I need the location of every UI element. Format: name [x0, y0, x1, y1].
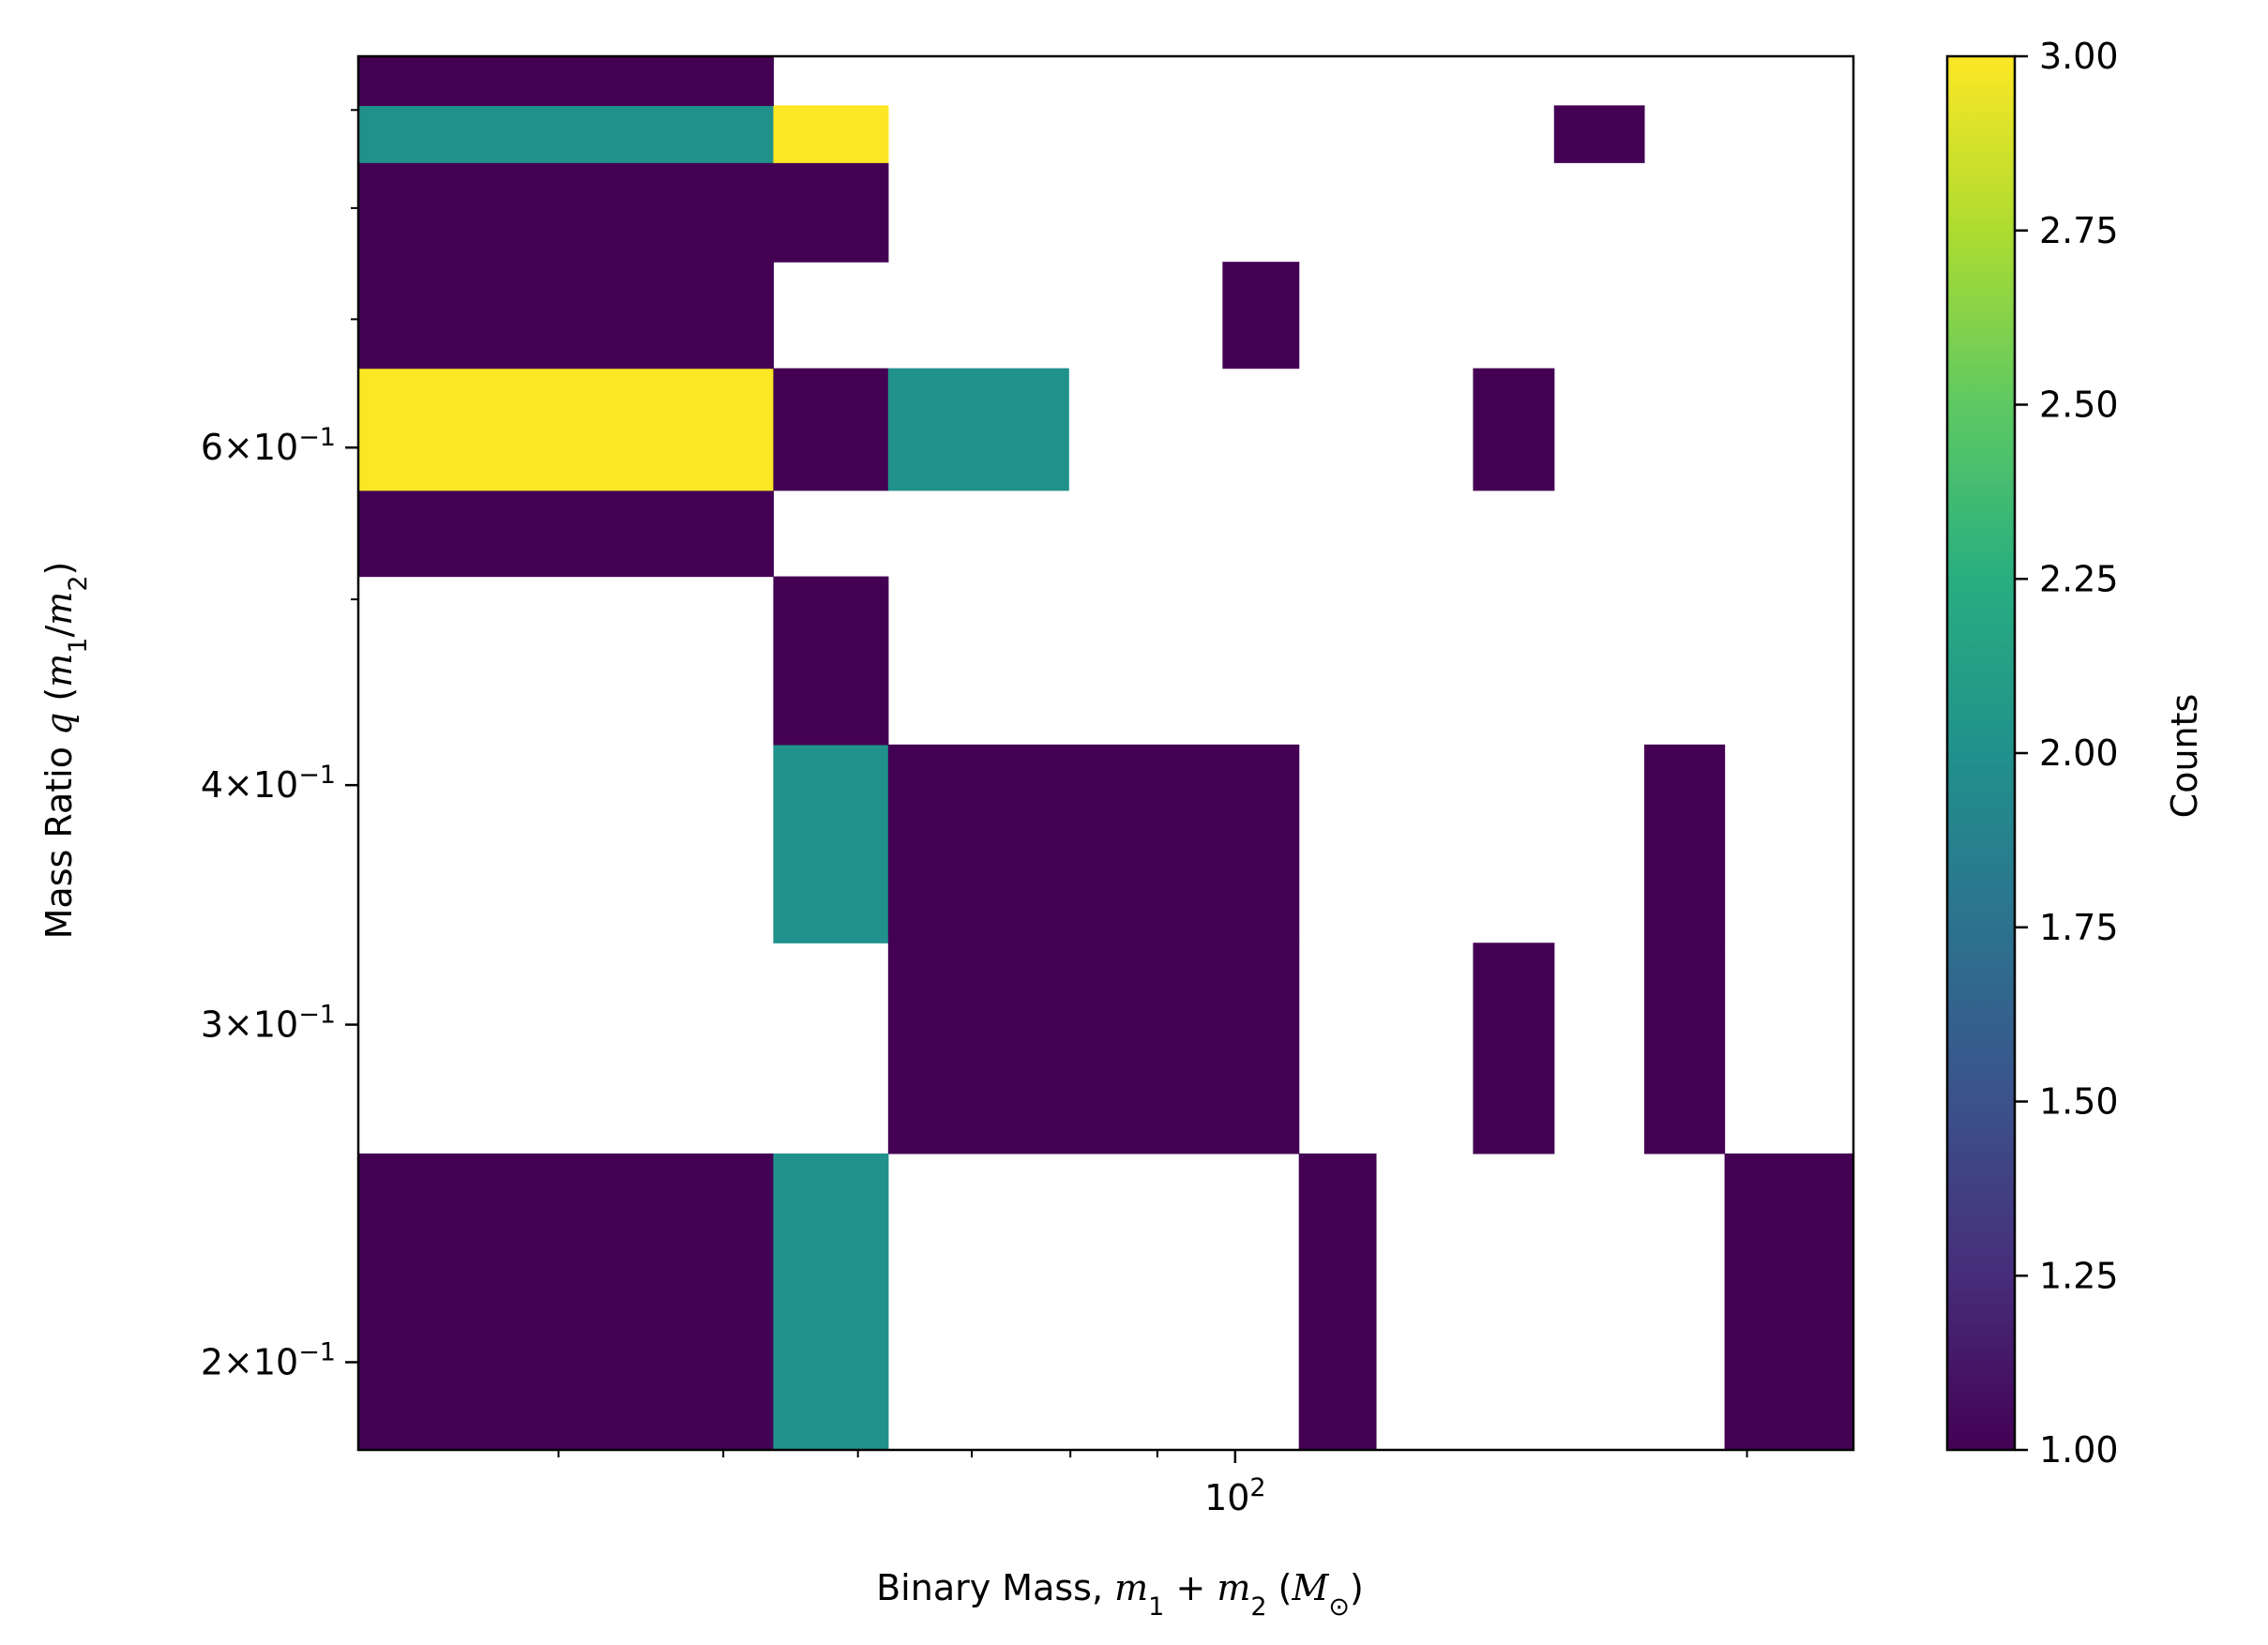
- heatmap-cell: [1553, 105, 1645, 163]
- heatmap-cell: [773, 368, 889, 491]
- heatmap-cell: [887, 943, 1069, 1155]
- heatmap-cell: [887, 744, 1069, 943]
- plot-frame: [356, 54, 1855, 1452]
- colorbar: [1945, 54, 2017, 1452]
- heatmap-cell: [358, 162, 616, 263]
- colorbar-tick-label: 2.25: [2039, 558, 2119, 599]
- heatmap-cell: [358, 105, 616, 163]
- heatmap-cell: [1643, 744, 1726, 943]
- heatmap-cell: [773, 1153, 889, 1451]
- heatmap-cell: [358, 1153, 616, 1451]
- y-axis-label: Mass Ratio q (m1/m2): [38, 562, 93, 940]
- colorbar-tick-label: 1.50: [2039, 1081, 2119, 1123]
- heatmap-cell: [615, 490, 775, 578]
- heatmap-cell: [1222, 262, 1300, 370]
- heatmap-cell: [615, 368, 775, 491]
- colorbar-tick-label: 2.50: [2039, 385, 2119, 426]
- heatmap-cell: [773, 576, 889, 746]
- y-tick-label: 3×10−1: [201, 1000, 336, 1046]
- heatmap-cell: [1724, 1153, 1854, 1451]
- heatmap-cell: [615, 56, 775, 106]
- y-axis: 2×10−1 3×10−1 4×10−1 6×10−1: [201, 109, 358, 1383]
- heatmap-cell: [773, 105, 889, 163]
- x-tick-label: 102: [1204, 1473, 1266, 1519]
- x-axis-label: Binary Mass, m1 + m2 (M⊙): [876, 1567, 1364, 1622]
- heatmap-cell: [615, 262, 775, 370]
- heatmap-cell: [1298, 1153, 1377, 1451]
- heatmap-cell: [358, 262, 616, 370]
- colorbar-ticks: 1.00 1.25 1.50 1.75 2.00 2.25 2.50 2.75 3.00: [2015, 36, 2119, 1471]
- heatmap-cell: [615, 162, 775, 263]
- heatmap-cell: [1473, 368, 1555, 491]
- y-tick-label: 2×10−1: [201, 1337, 336, 1383]
- heatmap-cell: [1222, 943, 1300, 1155]
- colorbar-tick-label: 1.75: [2039, 907, 2119, 948]
- colorbar-tick-label: 3.00: [2039, 36, 2119, 77]
- heatmap-cells: [358, 56, 1854, 1451]
- heatmap-cell: [615, 1153, 775, 1451]
- colorbar-tick-label: 1.25: [2039, 1255, 2119, 1296]
- heatmap-cell: [773, 162, 889, 263]
- heatmap-cell: [1643, 943, 1726, 1155]
- y-tick-label: 4×10−1: [201, 761, 336, 807]
- colorbar-label: Counts: [2164, 694, 2205, 819]
- heatmap-cell: [1068, 744, 1223, 943]
- heatmap-cell: [773, 744, 889, 943]
- heatmap-cell: [1068, 943, 1223, 1155]
- heatmap-cell: [1473, 943, 1555, 1155]
- heatmap-cell: [358, 368, 616, 491]
- heatmap-cell: [615, 105, 775, 163]
- heatmap-cell: [358, 56, 616, 106]
- x-axis: 102: [557, 1450, 1748, 1519]
- colorbar-tick-label: 2.75: [2039, 210, 2119, 251]
- heatmap-cell: [887, 368, 1069, 491]
- y-tick-label: 6×10−1: [201, 423, 336, 469]
- colorbar-tick-label: 2.00: [2039, 732, 2119, 774]
- colorbar-tick-label: 1.00: [2039, 1429, 2119, 1471]
- heatmap-cell: [358, 490, 616, 578]
- heatmap-cell: [1222, 744, 1300, 943]
